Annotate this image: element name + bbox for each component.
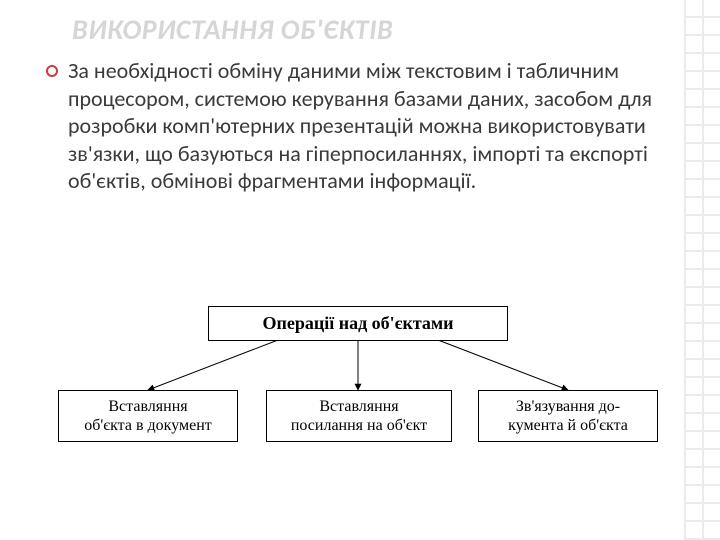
tree-child-node: Вставлянняоб'єкта в документ xyxy=(58,390,238,442)
tree-edge xyxy=(438,340,568,390)
tree-parent-node: Операції над об'єктами xyxy=(208,306,508,341)
body-paragraph: За необхідності обміну даними між тексто… xyxy=(68,57,658,195)
tree-child-label-line2: кумента й об'єкта xyxy=(485,416,651,435)
tree-child-label-line2: об'єкта в документ xyxy=(65,416,231,435)
tree-edge xyxy=(148,340,278,390)
tree-child-label-line1: Вставляння xyxy=(65,397,231,416)
slide-title: ВИКОРИСТАННЯ ОБ'ЄКТІВ xyxy=(44,12,676,47)
tree-child-label-line1: Зв'язування до- xyxy=(485,397,651,416)
tree-child-node: Зв'язування до-кумента й об'єкта xyxy=(478,390,658,442)
bullet-ring-icon xyxy=(46,65,58,77)
tree-child-label-line1: Вставляння xyxy=(273,397,445,416)
body-row: За необхідності обміну даними між тексто… xyxy=(44,57,676,195)
slide-frame: ВИКОРИСТАННЯ ОБ'ЄКТІВ За необхідності об… xyxy=(0,0,720,540)
tree-parent-label: Операції над об'єктами xyxy=(262,313,453,333)
tree-child-node: Вставлянняпосилання на об'єкт xyxy=(266,390,452,442)
tree-child-label-line2: посилання на об'єкт xyxy=(273,416,445,435)
